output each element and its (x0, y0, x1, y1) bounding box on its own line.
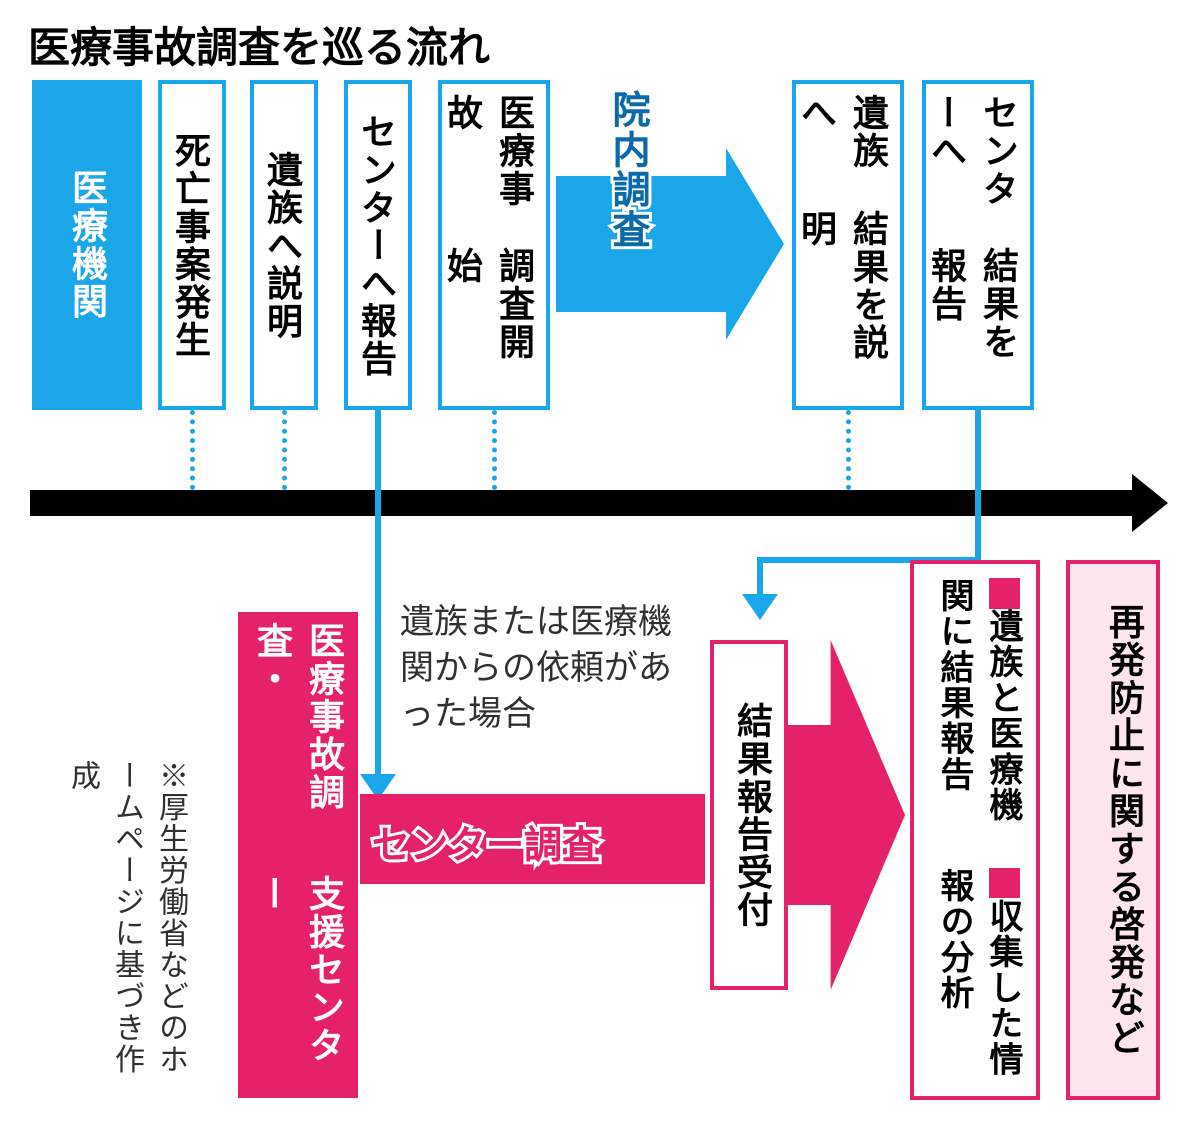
step-to_center2: センターへ結果を報告 (922, 80, 1034, 410)
step-death: 死亡事案発生 (158, 80, 226, 410)
step-start_inv: 医療事故調査開始 (438, 80, 550, 410)
analysis-box: 収集した情報の分析遺族と医療機関に結果報告 (910, 560, 1040, 1100)
bullet-icon (989, 868, 1020, 899)
step-explain1: 遺族へ説明 (250, 80, 318, 410)
footnote: ※厚生労働省などのホームページに基づき作成 (60, 760, 192, 1100)
dotted-connector (282, 410, 287, 490)
step-to_center: センターへ報告 (344, 80, 412, 410)
center-note: 遺族または医療機関からの依頼があった場合 (400, 600, 680, 738)
page-title: 医療事故調査を巡る流れ (28, 14, 490, 75)
center-investigation-label: センター調査 (372, 814, 600, 869)
dotted-connector (492, 410, 497, 490)
step-explain2: 遺族へ結果を説明 (792, 80, 904, 410)
prevention-box: 再発防止に関する啓発など (1066, 560, 1160, 1100)
center-org-box: 医療事故調査・支援センター (238, 612, 358, 1098)
dotted-connector (190, 410, 195, 490)
step-med_inst: 医療機関 (32, 80, 142, 410)
dotted-connector (846, 410, 851, 490)
big-pink-arrow (785, 640, 905, 990)
inhouse-label: 院内調査 (600, 90, 655, 320)
bullet-icon (989, 578, 1020, 609)
result-receipt-box: 結果報告受付 (710, 640, 788, 990)
